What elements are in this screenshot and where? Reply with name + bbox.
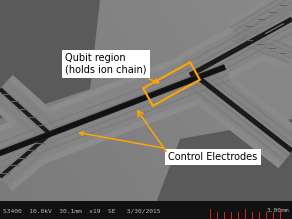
Polygon shape (182, 4, 292, 90)
Polygon shape (0, 132, 51, 178)
Polygon shape (227, 0, 292, 47)
Text: Qubit region
(holds ion chain): Qubit region (holds ion chain) (65, 53, 159, 83)
Polygon shape (0, 124, 58, 187)
Polygon shape (0, 65, 226, 159)
Polygon shape (230, 0, 292, 42)
Polygon shape (0, 120, 62, 191)
Text: S3400  10.0kV  30.1mm  x19  SE   3/30/2015: S3400 10.0kV 30.1mm x19 SE 3/30/2015 (3, 208, 161, 213)
Bar (0, 201, 292, 219)
Polygon shape (199, 77, 292, 153)
Polygon shape (0, 43, 234, 181)
Polygon shape (0, 64, 226, 160)
Polygon shape (179, 0, 292, 95)
Polygon shape (190, 66, 292, 164)
Polygon shape (189, 17, 292, 77)
Polygon shape (150, 119, 292, 219)
Polygon shape (0, 0, 100, 119)
Polygon shape (0, 79, 59, 144)
Polygon shape (0, 48, 232, 176)
Polygon shape (232, 26, 292, 64)
Polygon shape (230, 20, 292, 70)
Polygon shape (186, 62, 292, 168)
Text: 3.00mm: 3.00mm (267, 208, 289, 213)
Text: Control Electrodes: Control Electrodes (79, 132, 257, 162)
Polygon shape (0, 75, 63, 148)
Polygon shape (0, 88, 51, 136)
